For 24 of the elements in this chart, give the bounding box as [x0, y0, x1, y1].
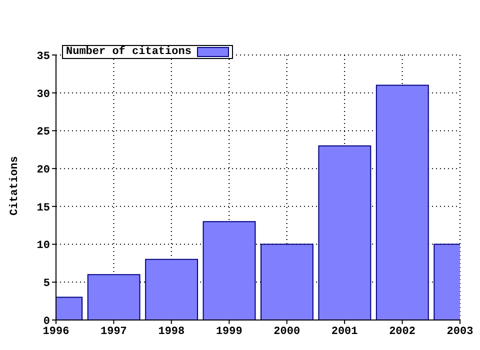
bar: [202, 221, 256, 320]
y-tick-label: 25: [36, 126, 50, 139]
y-tick-label: 30: [36, 88, 50, 101]
y-tick-label: 0: [43, 316, 50, 328]
x-tick-label: 1998: [158, 326, 186, 338]
x-tick-label: 2001: [331, 326, 358, 338]
y-axis-title: Citations: [8, 156, 21, 216]
x-tick-label: 2000: [274, 326, 300, 338]
bar: [87, 274, 140, 320]
y-tick-label: 5: [43, 278, 50, 290]
y-tick-label: 35: [36, 50, 50, 63]
y-tick-label: 10: [36, 240, 50, 252]
bar: [318, 145, 372, 320]
y-tick-label: 20: [36, 164, 50, 176]
x-tick-label: 1999: [216, 326, 242, 338]
x-tick-label: 1996: [42, 326, 70, 338]
legend-label: Number of citations: [66, 46, 192, 58]
y-tick-label: 15: [36, 202, 50, 214]
bar: [376, 84, 429, 320]
x-tick-label: 2002: [389, 326, 416, 338]
x-tick-label: 1997: [100, 326, 127, 338]
x-tick-label: 2003: [446, 326, 474, 338]
bar: [260, 244, 314, 320]
bar: [145, 258, 198, 320]
